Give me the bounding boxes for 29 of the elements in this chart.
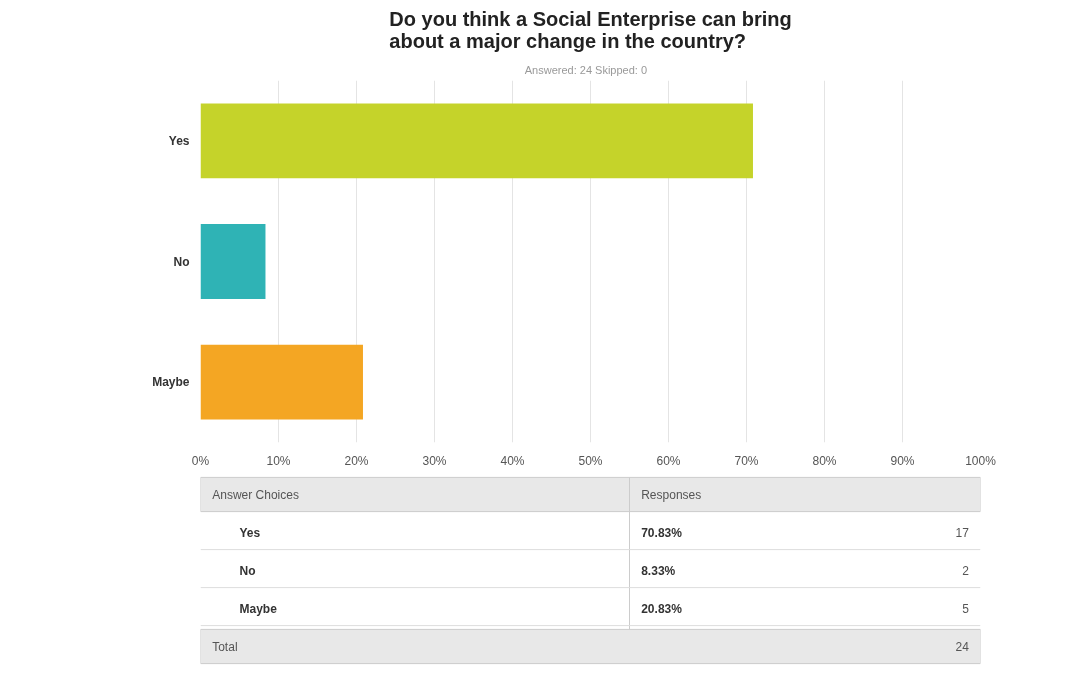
x-tick-label: 20% [344, 453, 369, 468]
x-tick-label: 40% [500, 453, 525, 468]
text: 20.83% [641, 601, 683, 616]
chart-title: Do you think a Social Enterprise can bring about a major change in the country? [389, 7, 792, 52]
text: 5 [962, 602, 970, 616]
text: 17 [955, 526, 970, 540]
text: Responses [641, 487, 702, 502]
text: 24 [955, 640, 970, 654]
text: Total [212, 639, 238, 654]
category-label: No [239, 563, 256, 578]
category-label: Yes [239, 525, 261, 540]
y-tick-label: No [173, 254, 190, 269]
text: Answer Choices [212, 487, 299, 502]
x-tick-label: 30% [422, 453, 447, 468]
x-tick-label: 80% [812, 453, 837, 468]
x-tick-label: 70% [734, 453, 759, 468]
y-tick-label: Maybe [152, 375, 190, 390]
x-tick-label: 0% [191, 453, 210, 468]
category-label: Maybe [239, 601, 277, 616]
x-tick-label: 50% [578, 453, 603, 468]
x-tick-label: 100% [965, 453, 997, 468]
x-tick-label: 60% [656, 453, 681, 468]
y-tick-label: Yes [168, 133, 190, 148]
text: 2 [962, 564, 970, 578]
text: 70.83% [641, 525, 683, 540]
x-tick-label: 90% [890, 453, 915, 468]
text: 8.33% [641, 563, 676, 578]
x-tick-label: 10% [266, 453, 291, 468]
chart-subtitle: Answered: 24 Skipped: 0 [524, 63, 648, 76]
